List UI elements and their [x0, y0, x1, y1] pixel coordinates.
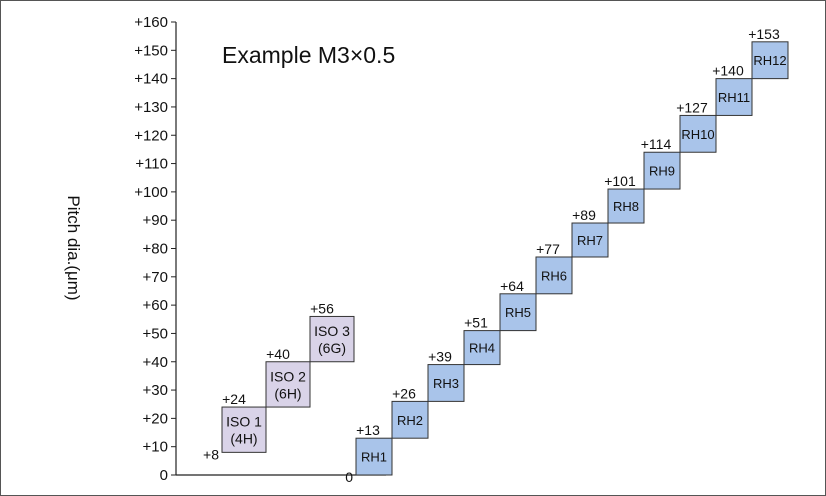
axis-layer: 0+10+20+30+40+50+60+70+80+90+100+110+120… [134, 14, 386, 484]
box-sublabel: (4H) [230, 431, 257, 447]
box-rect [535, 256, 573, 295]
box-high-label: +51 [464, 315, 488, 331]
rh-box: RH10 +127 [676, 99, 717, 153]
box-rect [679, 114, 717, 153]
box-label: ISO 2 [270, 368, 306, 384]
box-label: ISO 3 [314, 323, 350, 339]
box-high-label: +153 [748, 26, 780, 42]
box-label: RH1 [361, 450, 387, 465]
iso-box: ISO 1(4H) +24 +8 [203, 391, 267, 462]
y-tick-label: +60 [143, 297, 168, 314]
box-label: RH6 [541, 268, 567, 283]
box-label: RH9 [649, 164, 675, 179]
y-tick-label: +150 [134, 42, 168, 59]
box-rect [265, 361, 311, 408]
box-high-label: +127 [676, 99, 708, 115]
y-tick-label: +100 [134, 184, 168, 201]
box-label: RH3 [433, 376, 459, 391]
y-tick-label: 0 [160, 467, 168, 484]
y-tick-label: +20 [143, 410, 168, 427]
box-high-label: +140 [712, 63, 744, 79]
box-rect [355, 437, 393, 476]
iso-box: ISO 3(6G) +56 [309, 300, 355, 363]
box-label: RH12 [753, 53, 786, 68]
y-tick-label: +110 [135, 156, 168, 173]
box-rect [715, 78, 753, 116]
box-sublabel: (6H) [274, 385, 301, 401]
rh-box: RH9 +114 [641, 136, 681, 190]
y-tick-label: +140 [134, 71, 168, 88]
rh-box: RH1 +13 0 [345, 422, 393, 485]
y-tick-label: +10 [143, 439, 168, 456]
box-rect [391, 400, 429, 439]
box-label: RH11 [718, 90, 750, 105]
y-tick-label: +50 [143, 325, 168, 342]
iso-box: ISO 2(6H) +40 [265, 346, 311, 408]
box-high-label: +26 [392, 385, 416, 401]
box-label: RH2 [397, 413, 423, 428]
box-rect [309, 315, 355, 363]
box-label: RH5 [505, 305, 531, 320]
box-high-label: +89 [572, 207, 596, 223]
rh-box: RH3 +39 [427, 349, 465, 402]
y-tick-label: +90 [143, 212, 168, 229]
chart-title: Example M3×0.5 [222, 42, 395, 68]
y-tick-label: +120 [134, 127, 168, 144]
box-rect [427, 364, 465, 402]
y-tick-label: +80 [143, 241, 168, 258]
y-axis-label: Pitch dia.(μm) [64, 195, 83, 300]
rh-box: RH6 +77 [535, 241, 573, 295]
box-layer: ISO 1(4H) +24 +8 ISO 2(6H) +40 ISO 3(6G) +56 RH… [203, 26, 789, 485]
rh-box: RH12 +153 [748, 26, 789, 80]
box-label: RH7 [577, 233, 603, 248]
box-label: RH4 [469, 341, 495, 356]
rh-box: RH11 +140 [712, 63, 753, 116]
box-high-label: +40 [266, 346, 290, 362]
box-low-label: 0 [345, 469, 353, 485]
box-high-label: +64 [500, 278, 524, 294]
box-rect [607, 188, 645, 224]
box-high-label: +39 [428, 349, 452, 365]
box-sublabel: (6G) [318, 340, 346, 356]
box-high-label: +101 [604, 173, 636, 189]
y-tick-label: +30 [143, 382, 168, 399]
box-high-label: +56 [310, 300, 334, 316]
rh-box: RH7 +89 [571, 207, 609, 258]
box-low-label: +8 [203, 446, 219, 462]
box-rect [499, 293, 537, 332]
rh-box: RH8 +101 [604, 173, 645, 224]
y-tick-label: +160 [134, 14, 168, 31]
box-high-label: +24 [222, 391, 246, 407]
box-label: RH8 [613, 199, 639, 214]
box-rect [751, 41, 789, 80]
box-high-label: +77 [536, 241, 560, 257]
y-tick-label: +130 [134, 99, 168, 116]
box-high-label: +114 [641, 136, 672, 152]
box-rect [643, 151, 681, 190]
box-rect [463, 330, 501, 366]
rh-box: RH2 +26 [391, 385, 429, 439]
y-tick-label: +40 [143, 354, 168, 371]
y-tick-label: +70 [143, 269, 168, 286]
box-rect [221, 406, 267, 453]
box-label: RH10 [681, 127, 714, 142]
box-label: ISO 1 [226, 414, 262, 430]
box-high-label: +13 [356, 422, 380, 438]
box-rect [571, 222, 609, 258]
rh-box: RH5 +64 [499, 278, 537, 332]
rh-box: RH4 +51 [463, 315, 501, 366]
